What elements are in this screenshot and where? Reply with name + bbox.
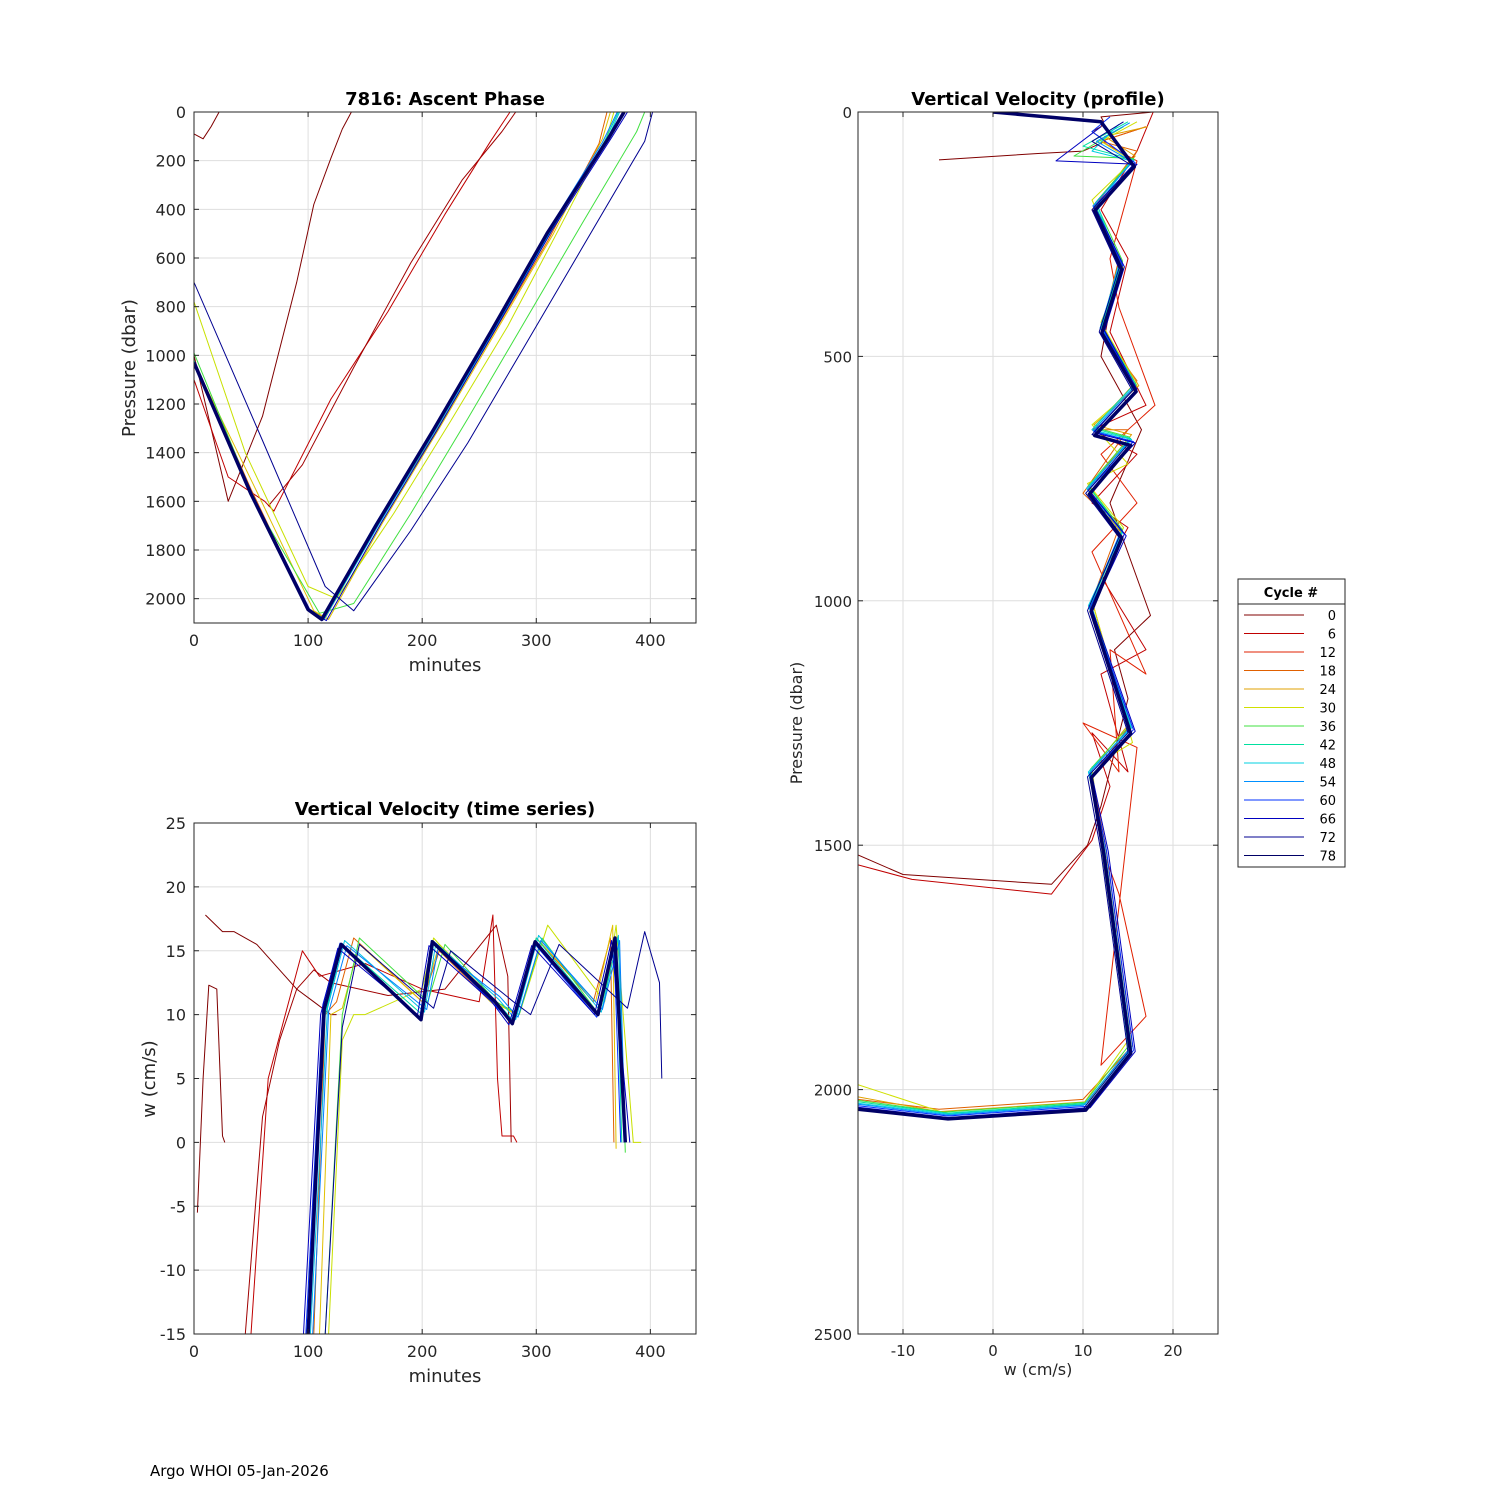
profile-ticks: -10 0 10 20 0 500 1000 1500 2000 2500 bbox=[814, 104, 1218, 1360]
legend-items: 0 6 12 18 24 30 36 42 48 54 60 66 72 78 bbox=[1244, 609, 1336, 865]
legend-label: 66 bbox=[1319, 813, 1336, 828]
ascent-xtick-label: 400 bbox=[635, 631, 666, 650]
legend-label: 24 bbox=[1319, 683, 1336, 698]
profile-panel: -10 0 10 20 0 500 1000 1500 2000 2500 Vertical Ve… bbox=[787, 89, 1219, 1379]
profile-ylabel: Pressure (dbar) bbox=[787, 662, 806, 785]
ascent-plot-area bbox=[194, 112, 696, 623]
profile-axes-box bbox=[857, 111, 1219, 1335]
ascent-xtick-label: 300 bbox=[521, 631, 552, 650]
ascent-title: 7816: Ascent Phase bbox=[345, 89, 545, 110]
timeseries-ticks: 0 100 200 300 400 -15 -10 -5 0 5 10 15 20 25 bbox=[160, 814, 696, 1361]
ts-xtick-label: 300 bbox=[521, 1342, 552, 1361]
ts-series-line bbox=[319, 924, 617, 1334]
legend-label: 72 bbox=[1319, 831, 1336, 846]
ts-xtick-label: 100 bbox=[293, 1342, 324, 1361]
profile-ytick-label: 1000 bbox=[814, 593, 852, 611]
legend-label: 42 bbox=[1319, 739, 1336, 754]
timeseries-panel: 0 100 200 300 400 -15 -10 -5 0 5 10 15 20 25 Vertical… bbox=[139, 799, 697, 1387]
profile-lines bbox=[858, 112, 1156, 1121]
ascent-ylabel: Pressure (dbar) bbox=[119, 299, 140, 437]
ts-series-line bbox=[309, 934, 625, 1334]
timeseries-title: Vertical Velocity (time series) bbox=[295, 799, 596, 820]
timeseries-ylabel: w (cm/s) bbox=[139, 1040, 160, 1117]
profile-ytick-label: 1500 bbox=[814, 837, 852, 855]
legend-label: 78 bbox=[1319, 850, 1336, 865]
ts-ytick-label: 0 bbox=[176, 1133, 186, 1152]
ts-ytick-label: -15 bbox=[160, 1325, 186, 1344]
legend: Cycle # 0 6 12 18 24 30 36 42 48 54 60 66 72 78 bbox=[1237, 578, 1346, 868]
profile-xtick-label: 20 bbox=[1163, 1342, 1182, 1360]
profile-plot-area bbox=[858, 112, 1218, 1334]
ascent-ytick-label: 2000 bbox=[145, 590, 186, 609]
ascent-ytick-label: 1200 bbox=[145, 395, 186, 414]
ts-series-line bbox=[312, 940, 626, 1334]
ascent-ytick-label: 600 bbox=[155, 249, 186, 268]
ascent-xtick-label: 0 bbox=[189, 631, 199, 650]
ascent-xlabel: minutes bbox=[409, 655, 482, 676]
profile-title: Vertical Velocity (profile) bbox=[911, 89, 1165, 110]
ts-ytick-label: -10 bbox=[160, 1261, 186, 1280]
profile-series-line bbox=[858, 121, 1133, 1119]
profile-ytick-label: 0 bbox=[842, 104, 852, 122]
ts-series-line bbox=[313, 937, 615, 1334]
timeseries-lines bbox=[196, 914, 663, 1334]
ts-series-line bbox=[306, 936, 628, 1334]
ascent-ytick-label: 400 bbox=[155, 200, 186, 219]
ascent-ytick-label: 1400 bbox=[145, 444, 186, 463]
legend-label: 0 bbox=[1328, 609, 1336, 624]
legend-label: 54 bbox=[1319, 776, 1336, 791]
profile-ytick-label: 2500 bbox=[814, 1326, 852, 1344]
ascent-xtick-label: 200 bbox=[407, 631, 438, 650]
profile-series-line bbox=[858, 209, 1151, 885]
ascent-series-line bbox=[194, 112, 654, 612]
legend-label: 18 bbox=[1319, 665, 1336, 680]
ts-ytick-label: 15 bbox=[166, 942, 186, 961]
ascent-ytick-label: 1800 bbox=[145, 541, 186, 560]
ascent-ytick-label: 200 bbox=[155, 152, 186, 171]
ascent-series-line bbox=[194, 112, 226, 140]
legend-label: 30 bbox=[1319, 702, 1336, 717]
profile-xtick-label: -10 bbox=[891, 1342, 916, 1360]
profile-series-line bbox=[858, 112, 1138, 1121]
ts-ytick-label: 20 bbox=[166, 878, 186, 897]
ts-ytick-label: -5 bbox=[170, 1197, 186, 1216]
profile-xtick-label: 10 bbox=[1073, 1342, 1092, 1360]
ts-series-line bbox=[196, 984, 226, 1213]
profile-xlabel: w (cm/s) bbox=[1004, 1360, 1073, 1379]
ts-xtick-label: 200 bbox=[407, 1342, 438, 1361]
ascent-lines bbox=[194, 112, 654, 622]
ascent-series-line bbox=[194, 112, 626, 622]
legend-label: 12 bbox=[1319, 646, 1336, 661]
profile-ytick-label: 2000 bbox=[814, 1082, 852, 1100]
legend-label: 36 bbox=[1319, 720, 1336, 735]
profile-ytick-label: 500 bbox=[823, 348, 852, 366]
ts-series-line bbox=[303, 940, 631, 1334]
profile-xtick-label: 0 bbox=[988, 1342, 998, 1360]
ascent-series-line bbox=[194, 112, 352, 502]
ts-xtick-label: 400 bbox=[635, 1342, 666, 1361]
ts-xtick-label: 0 bbox=[189, 1342, 199, 1361]
legend-title: Cycle # bbox=[1264, 586, 1319, 601]
ts-ytick-label: 10 bbox=[166, 1006, 186, 1025]
ts-series-line bbox=[328, 924, 642, 1334]
ascent-series-line bbox=[267, 112, 517, 507]
footer-credit: Argo WHOI 05-Jan-2026 bbox=[150, 1462, 329, 1480]
ascent-ytick-label: 1000 bbox=[145, 346, 186, 365]
ascent-ytick-label: 800 bbox=[155, 298, 186, 317]
ascent-series-line bbox=[194, 112, 511, 512]
ascent-ticks: 0 100 200 300 400 0 200 400 600 800 1000 1200 1400 16… bbox=[145, 103, 696, 650]
ts-ytick-label: 25 bbox=[166, 814, 186, 833]
ascent-panel: 0 100 200 300 400 0 200 400 600 800 1000 1200 1400 16… bbox=[119, 89, 697, 676]
ascent-ytick-label: 1600 bbox=[145, 492, 186, 511]
ts-ytick-label: 5 bbox=[176, 1070, 186, 1089]
legend-label: 6 bbox=[1328, 628, 1336, 643]
ascent-series-line bbox=[194, 112, 646, 614]
ascent-axes-box bbox=[193, 111, 697, 624]
timeseries-xlabel: minutes bbox=[409, 1366, 482, 1387]
legend-label: 48 bbox=[1319, 757, 1336, 772]
legend-label: 60 bbox=[1319, 794, 1336, 809]
ascent-xtick-label: 100 bbox=[293, 631, 324, 650]
ascent-ytick-label: 0 bbox=[176, 103, 186, 122]
